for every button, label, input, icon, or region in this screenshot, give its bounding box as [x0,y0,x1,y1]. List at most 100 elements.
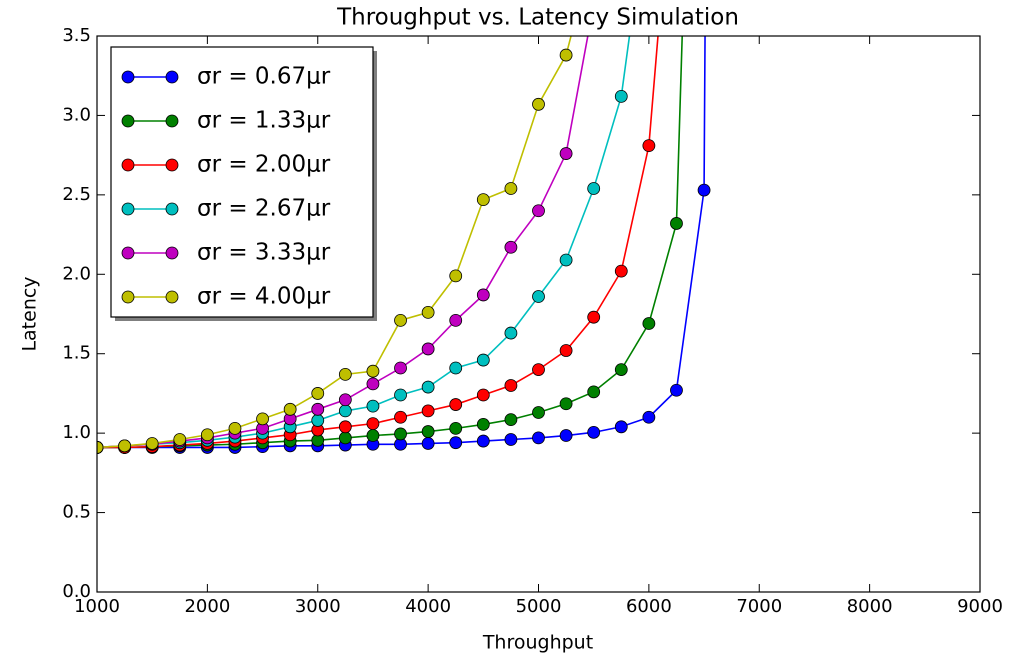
marker [421,342,435,356]
x-tick-label: 2000 [184,596,230,617]
marker [614,363,628,377]
x-tick-label: 8000 [847,596,893,617]
marker [449,398,463,411]
marker [587,385,601,399]
marker [476,288,490,302]
marker [421,437,435,450]
marker [394,410,407,424]
marker [559,253,573,267]
marker [532,97,545,111]
marker [366,417,380,431]
x-axis-label: Throughput [482,632,593,654]
legend-marker [165,158,179,172]
legend-marker [121,202,135,216]
x-tick-label: 6000 [626,596,672,617]
marker [311,402,325,416]
marker [504,240,518,254]
marker [697,183,711,197]
marker [366,429,380,442]
marker [200,428,214,442]
marker [587,182,601,195]
legend-marker [165,70,179,84]
y-tick-label: 2.5 [62,184,91,205]
y-tick-label: 0.5 [62,502,91,523]
marker [338,367,352,381]
marker [642,317,656,330]
x-tick-label: 7000 [736,596,782,617]
series-line [97,36,659,449]
marker [338,393,352,407]
marker [504,326,518,340]
marker [532,363,545,377]
marker [476,353,490,367]
marker [421,306,435,319]
y-axis-label: Latency [19,276,41,351]
marker [614,264,628,278]
marker [394,388,407,402]
marker [614,89,628,103]
marker [642,410,656,424]
legend-marker [121,114,135,128]
legend-marker [165,202,179,216]
marker [559,344,573,357]
legend-marker [121,246,135,260]
x-tick-label: 4000 [405,596,451,617]
marker [642,139,656,153]
marker [559,48,573,62]
legend-marker [165,114,179,128]
marker [366,399,380,413]
marker [476,388,490,402]
marker [449,436,463,450]
marker [366,364,380,378]
legend: σr = 0.67μr σr = 1.33μr σr = 2.00μr σr = 2.… [110,46,377,321]
marker [532,290,545,303]
legend-label: σr = 0.67μr [197,64,331,90]
legend-label: σr = 1.33μr [197,108,331,134]
legend-label: σr = 2.00μr [197,152,331,178]
marker [338,404,352,418]
legend-marker [165,246,179,260]
marker [394,313,407,327]
marker [449,269,463,283]
x-tick-label: 5000 [516,596,562,617]
x-tick-label: 9000 [957,596,1003,617]
marker [173,433,187,446]
marker [587,425,601,439]
x-tick-label: 3000 [295,596,341,617]
marker [366,377,380,391]
marker [476,193,490,207]
marker [670,217,683,230]
marker [145,437,159,450]
marker [338,431,352,445]
legend-label: σr = 3.33μr [197,240,331,266]
marker [504,433,518,446]
marker [394,427,407,441]
marker [449,313,463,327]
marker [504,379,518,392]
marker [311,387,325,400]
marker [311,414,325,427]
legend-marker [121,70,135,84]
marker [228,421,242,435]
marker [559,429,573,442]
y-tick-label: 3.5 [62,25,91,46]
marker [532,431,545,445]
legend-label: σr = 4.00μr [197,284,331,310]
marker [504,182,518,195]
marker [118,439,131,453]
marker [559,397,573,411]
marker [587,310,601,324]
marker [559,147,573,160]
marker [421,425,435,438]
marker [421,404,435,418]
marker [504,413,518,427]
legend-marker [121,158,135,172]
marker [532,204,545,218]
legend-marker [165,290,179,304]
marker [670,383,683,397]
legend-marker [121,290,135,304]
y-tick-label: 1.0 [62,422,91,443]
marker [256,412,269,426]
